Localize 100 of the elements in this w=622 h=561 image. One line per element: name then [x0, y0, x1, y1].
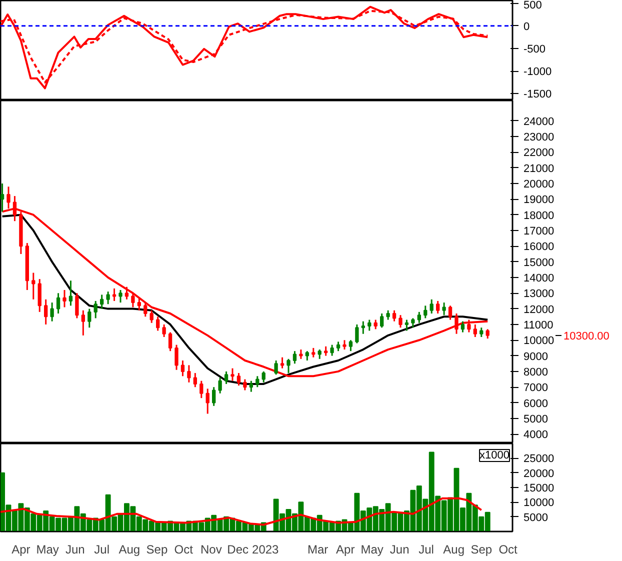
candlestick	[137, 297, 141, 312]
line-series	[0, 497, 482, 526]
candlestick	[256, 375, 260, 388]
y-tick-label: -500	[524, 43, 546, 56]
y-tick-label: -1000	[524, 66, 552, 78]
text: 10300.00	[564, 330, 610, 342]
candlestick	[56, 292, 60, 314]
candlestick	[286, 358, 290, 374]
x-tick-label: Oct	[174, 542, 194, 556]
x-tick-label: Jul	[94, 542, 110, 556]
candlestick	[236, 372, 241, 386]
y-tick-label: 17000	[524, 225, 554, 238]
y-tick-label: 5000	[524, 413, 548, 426]
y-tick-label: 19000	[524, 194, 554, 206]
candlestick	[299, 348, 303, 360]
candlestick	[32, 272, 36, 300]
candlestick	[324, 346, 328, 357]
candlestick	[62, 289, 66, 308]
candlestick	[342, 339, 346, 350]
x-tick-label: Aug	[118, 542, 140, 556]
candlestick	[424, 304, 428, 319]
candlestick	[187, 364, 191, 384]
y-tick-label: 22000	[524, 147, 554, 160]
candlestick	[38, 278, 42, 313]
candlestick	[355, 324, 359, 344]
y-tick-label: 13000	[524, 288, 554, 300]
annotation: x1000	[480, 450, 510, 462]
candlestick	[218, 376, 222, 394]
y-tick-label: 6000	[524, 398, 548, 410]
y-tick-label: 23000	[524, 132, 554, 144]
candlestick	[368, 319, 372, 332]
candlestick	[480, 326, 484, 338]
x-tick-label: May	[360, 542, 384, 556]
candlestick	[460, 320, 465, 334]
candlestick	[180, 360, 185, 377]
y-tick-label: 24000	[524, 116, 554, 128]
y-tick-label: 10000	[524, 335, 554, 348]
candlestick	[330, 344, 334, 357]
candlestick	[156, 316, 160, 332]
candlestick	[448, 304, 452, 321]
candlestick	[94, 300, 98, 319]
candlestick	[436, 300, 440, 314]
candlestick	[292, 350, 297, 364]
candlestick	[374, 319, 378, 330]
candlestick	[380, 312, 384, 328]
y-tick-label: 14000	[524, 272, 554, 284]
candlestick	[206, 388, 210, 414]
y-tick-label: 4000	[524, 429, 548, 442]
y-tick-label: 18000	[524, 210, 554, 222]
candlestick	[280, 356, 284, 370]
candlestick	[112, 288, 116, 302]
candlestick	[392, 310, 396, 322]
y-tick-label: -1500	[524, 88, 552, 101]
candlestick	[230, 368, 234, 382]
candlestick	[193, 372, 197, 388]
candlestick	[312, 347, 316, 358]
candlestick	[467, 319, 471, 334]
candlestick	[106, 290, 110, 305]
candlestick	[44, 298, 48, 326]
candlestick	[249, 380, 253, 393]
x-tick-label: Dec	[227, 542, 249, 556]
candlestick	[144, 302, 148, 318]
candlestick	[0, 182, 4, 212]
y-tick-label: 12000	[524, 304, 554, 316]
candlestick	[68, 280, 73, 306]
candlestick	[417, 311, 421, 324]
candlestick	[224, 370, 228, 385]
y-tick-label: 25000	[524, 453, 554, 466]
candlestick	[348, 339, 353, 352]
candlestick	[386, 310, 390, 321]
candlestick	[243, 378, 247, 391]
candlestick	[174, 344, 178, 371]
x-tick-label: Jun	[65, 542, 85, 556]
candlestick	[398, 314, 402, 328]
candlestick	[150, 310, 154, 324]
y-tick-label: 500	[524, 0, 542, 12]
x-tick-label: Jun	[390, 542, 410, 556]
candlestick	[50, 302, 54, 322]
y-tick-label: 7000	[524, 382, 548, 394]
y-tick-label: 8000	[524, 366, 548, 378]
x-tick-label: Apr	[336, 542, 355, 556]
candlestick	[361, 320, 365, 335]
y-tick-label: 20000	[524, 178, 554, 191]
y-tick-label: 15000	[524, 482, 554, 494]
y-tick-label: 20000	[524, 468, 554, 480]
candlestick	[262, 370, 266, 384]
candlestick	[200, 380, 204, 399]
candlestick	[430, 298, 434, 314]
y-tick-label: 11000	[524, 319, 554, 332]
y-tick-label: 16000	[524, 241, 554, 254]
x-tick-label: Jul	[418, 542, 434, 556]
x-tick-label: Sep	[470, 542, 492, 556]
candlestick	[168, 332, 172, 352]
candlestick	[336, 340, 340, 352]
y-tick-label: 9000	[524, 350, 548, 363]
candlestick	[81, 310, 85, 336]
x-tick-label: Sep	[146, 542, 168, 556]
y-tick-label: 15000	[524, 256, 554, 269]
candlestick	[274, 360, 278, 376]
y-tick-label: 0	[524, 20, 530, 33]
